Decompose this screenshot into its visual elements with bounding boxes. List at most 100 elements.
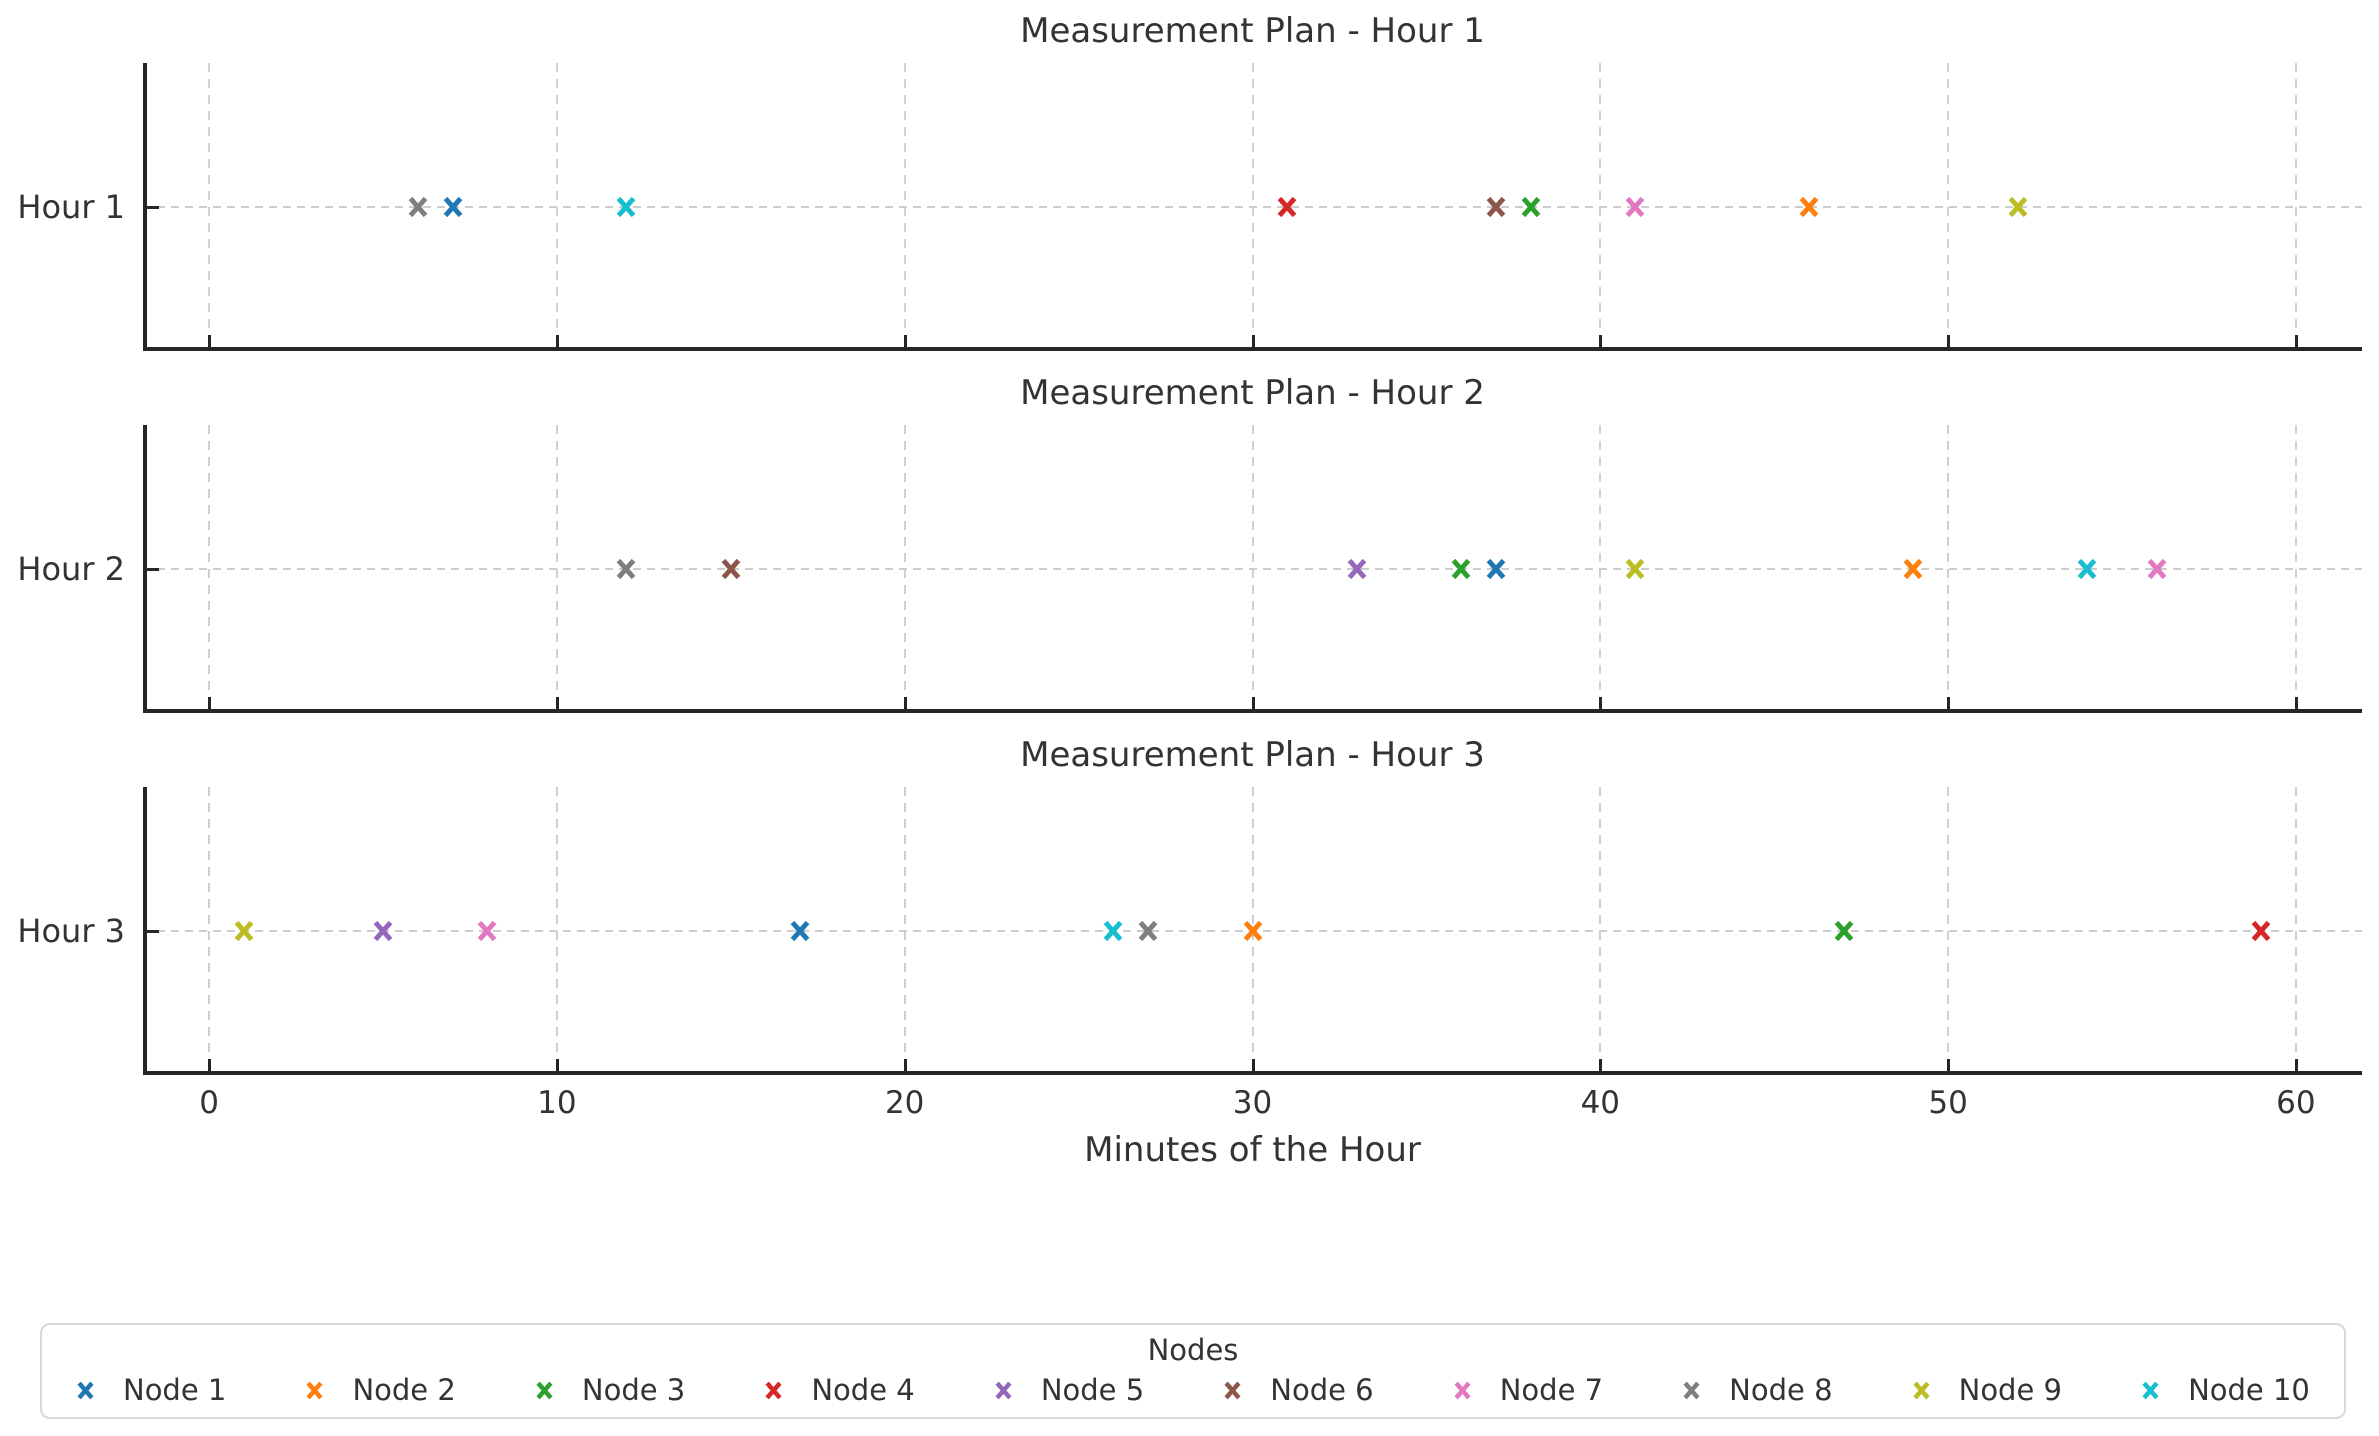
x-tick-mark (555, 1059, 559, 1071)
x-tick-mark (1599, 697, 1603, 709)
data-point-node-1-min-17 (789, 919, 811, 943)
x-tick-mark (903, 697, 907, 709)
y-tick-label-hour-1: Hour 1 (17, 188, 125, 226)
legend-item-node-8: Node 8 (1682, 1373, 1833, 1407)
legend: Nodes Node 1 Node 2 Node 3 Node 4 Node 5… (40, 1323, 2346, 1419)
data-point-node-5-min-5 (372, 919, 394, 943)
data-point-node-3-min-36 (1450, 557, 1472, 581)
legend-item-label: Node 10 (2188, 1373, 2310, 1407)
bottom-spine (143, 347, 2362, 351)
x-marker-icon (305, 1380, 324, 1401)
x-marker-icon (1912, 1380, 1931, 1401)
legend-item-label: Node 7 (1499, 1373, 1604, 1407)
legend-item-label: Node 8 (1729, 1373, 1833, 1407)
x-tick-mark (2294, 1059, 2298, 1071)
legend-item-label: Node 5 (1040, 1373, 1145, 1407)
data-point-node-4-min-59 (2250, 919, 2272, 943)
bottom-spine (143, 709, 2362, 713)
x-tick-mark (903, 335, 907, 347)
data-point-node-1-min-7 (442, 195, 464, 219)
left-spine (143, 63, 147, 351)
legend-item-label: Node 6 (1270, 1373, 1374, 1407)
x-tick-mark (1251, 1059, 1255, 1071)
data-point-node-1-min-37 (1485, 557, 1507, 581)
plot-area-hour-1 (143, 63, 2362, 351)
legend-item-node-5: Node 5 (994, 1373, 1144, 1407)
data-point-node-2-min-49 (1902, 557, 1924, 581)
horizontal-gridline (143, 206, 2362, 208)
legend-item-node-9: Node 9 (1912, 1373, 2062, 1407)
legend-item-node-1: Node 1 (76, 1373, 226, 1407)
x-tick-label-50: 50 (1928, 1085, 1968, 1121)
data-point-node-6-min-37 (1485, 195, 1507, 219)
x-tick-mark (903, 1059, 907, 1071)
data-point-node-7-min-41 (1624, 195, 1646, 219)
left-spine (143, 787, 147, 1075)
x-tick-mark (1947, 335, 1951, 347)
legend-item-label: Node 3 (581, 1373, 686, 1407)
y-tick-mark (147, 206, 159, 209)
data-point-node-10-min-12 (615, 195, 637, 219)
x-tick-mark (2294, 697, 2298, 709)
x-marker-icon (2141, 1380, 2160, 1401)
x-tick-mark (555, 335, 559, 347)
x-marker-icon (994, 1380, 1013, 1401)
subplot-title-hour-2: Measurement Plan - Hour 2 (1020, 373, 1485, 413)
legend-item-label: Node 1 (123, 1373, 227, 1407)
x-tick-mark (208, 1059, 212, 1071)
horizontal-gridline (143, 568, 2362, 570)
plot-area-hour-2 (143, 425, 2362, 713)
legend-item-label: Node 9 (1958, 1373, 2062, 1407)
y-tick-label-hour-3: Hour 3 (17, 912, 125, 950)
legend-item-node-3: Node 3 (535, 1373, 685, 1407)
x-tick-label-20: 20 (884, 1085, 925, 1121)
x-tick-mark (1599, 335, 1603, 347)
x-tick-mark (1947, 1059, 1951, 1071)
x-axis-title: Minutes of the Hour (1084, 1130, 1421, 1170)
x-marker-icon (76, 1380, 95, 1401)
legend-title: Nodes (1147, 1333, 1239, 1367)
data-point-node-4-min-31 (1276, 195, 1298, 219)
x-marker-icon (535, 1380, 554, 1401)
data-point-node-3-min-38 (1520, 195, 1542, 219)
left-spine (143, 425, 147, 713)
data-point-node-2-min-30 (1242, 919, 1264, 943)
legend-items: Node 1 Node 2 Node 3 Node 4 Node 5 Node … (42, 1367, 2344, 1407)
data-point-node-5-min-33 (1346, 557, 1368, 581)
x-tick-label-0: 0 (199, 1085, 219, 1121)
x-tick-mark (2294, 335, 2298, 347)
x-tick-label-30: 30 (1232, 1085, 1273, 1121)
x-marker-icon (764, 1380, 783, 1401)
data-point-node-9-min-52 (2007, 195, 2029, 219)
data-point-node-9-min-41 (1624, 557, 1646, 581)
data-point-node-3-min-47 (1833, 919, 1855, 943)
x-tick-label-60: 60 (2276, 1085, 2316, 1121)
y-tick-mark (147, 568, 159, 571)
data-point-node-6-min-15 (720, 557, 742, 581)
data-point-node-10-min-54 (2076, 557, 2098, 581)
subplot-title-hour-1: Measurement Plan - Hour 1 (1020, 11, 1485, 51)
legend-item-label: Node 2 (352, 1373, 456, 1407)
x-tick-label-10: 10 (537, 1085, 577, 1121)
data-point-node-8-min-27 (1137, 919, 1159, 943)
plot-area-hour-3 (143, 787, 2362, 1075)
x-tick-mark (1251, 697, 1255, 709)
y-tick-label-hour-2: Hour 2 (17, 550, 125, 588)
data-point-node-8-min-6 (407, 195, 429, 219)
data-point-node-9-min-1 (233, 919, 255, 943)
subplot-title-hour-3: Measurement Plan - Hour 3 (1020, 735, 1485, 775)
x-marker-icon (1682, 1380, 1701, 1401)
x-tick-mark (1947, 697, 1951, 709)
x-tick-mark (1251, 335, 1255, 347)
data-point-node-2-min-46 (1798, 195, 1820, 219)
data-point-node-7-min-56 (2146, 557, 2168, 581)
x-tick-mark (208, 697, 212, 709)
legend-item-node-7: Node 7 (1453, 1373, 1603, 1407)
legend-item-node-10: Node 10 (2141, 1373, 2310, 1407)
x-tick-mark (555, 697, 559, 709)
bottom-spine (143, 1071, 2362, 1075)
data-point-node-8-min-12 (615, 557, 637, 581)
legend-item-node-6: Node 6 (1223, 1373, 1374, 1407)
data-point-node-7-min-8 (476, 919, 498, 943)
